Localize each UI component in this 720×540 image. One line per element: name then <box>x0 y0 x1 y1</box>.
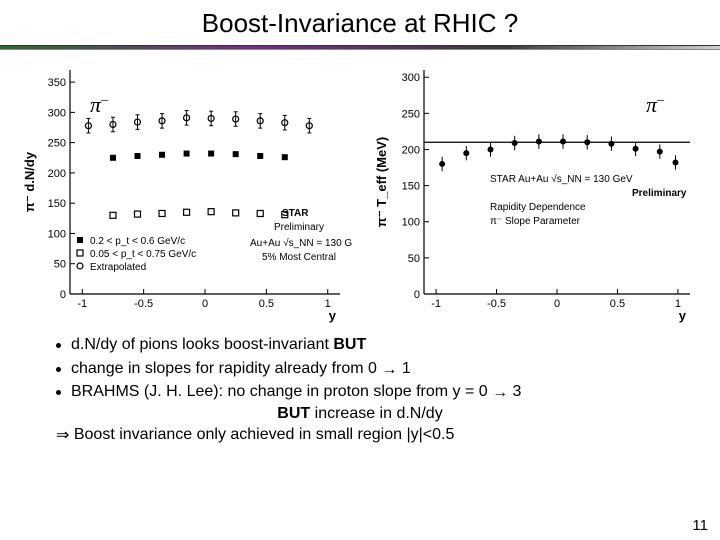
svg-text:200: 200 <box>48 168 66 180</box>
bullet-1b: BUT <box>333 336 366 353</box>
svg-text:200: 200 <box>402 144 420 156</box>
pi-sup: – <box>101 93 108 108</box>
bullet-3a: BRAHMS (J. H. Lee): no change in proton … <box>71 383 492 400</box>
svg-text:Extrapolated: Extrapolated <box>90 262 146 273</box>
center-rest: increase in d.N/dy <box>310 405 443 422</box>
svg-text:-0.5: -0.5 <box>487 298 506 310</box>
bullet-3: BRAHMS (J. H. Lee): no change in proton … <box>56 381 692 403</box>
arrow-icon: → <box>381 359 397 381</box>
center-line: BUT increase in d.N/dy <box>0 405 720 423</box>
svg-text:300: 300 <box>48 107 66 119</box>
svg-text:-0.5: -0.5 <box>134 298 153 310</box>
svg-text:150: 150 <box>48 198 66 210</box>
svg-text:0: 0 <box>554 298 560 310</box>
left-chart-svg: -1-0.500.51050100150200250300350π⁻ d.N/d… <box>20 56 352 326</box>
bullet-3b: 3 <box>508 383 521 400</box>
svg-text:Preliminary: Preliminary <box>632 188 687 199</box>
svg-text:5% Most Central: 5% Most Central <box>262 252 336 263</box>
svg-text:50: 50 <box>54 259 66 271</box>
svg-text:0.05 < p_t < 0.75 GeV/c: 0.05 < p_t < 0.75 GeV/c <box>90 249 196 260</box>
implies-icon: ⇒ <box>56 425 69 445</box>
pi-label-left: π– <box>90 92 108 118</box>
bullet-3-text: BRAHMS (J. H. Lee): no change in proton … <box>71 381 521 403</box>
arrow-icon: → <box>492 382 508 404</box>
svg-text:350: 350 <box>48 77 66 89</box>
bullet-1: d.N/dy of pions looks boost-invariant BU… <box>56 334 692 356</box>
bullet-1a: d.N/dy of pions looks boost-invariant <box>71 336 333 353</box>
pi-glyph: π <box>646 92 657 117</box>
svg-text:Au+Au √s_NN = 130 GeV: Au+Au √s_NN = 130 GeV <box>250 237 352 249</box>
bullet-2-text: change in slopes for rapidity already fr… <box>71 358 411 380</box>
svg-text:-1: -1 <box>77 298 87 310</box>
svg-text:π⁻ T_eff (MeV): π⁻ T_eff (MeV) <box>374 137 389 228</box>
center-bold: BUT <box>277 405 310 422</box>
svg-text:250: 250 <box>48 138 66 150</box>
left-chart: π– -1-0.500.51050100150200250300350π⁻ d.… <box>20 56 352 326</box>
bullet-dot <box>56 343 61 348</box>
bullet-list: d.N/dy of pions looks boost-invariant BU… <box>0 326 720 403</box>
svg-text:0.2 < p_t < 0.6 GeV/c: 0.2 < p_t < 0.6 GeV/c <box>90 236 185 247</box>
page-number: 11 <box>692 517 708 534</box>
svg-text:Preliminary: Preliminary <box>274 222 324 233</box>
svg-text:y: y <box>679 308 687 323</box>
svg-text:-1: -1 <box>431 298 441 310</box>
svg-text:STAR: STAR <box>282 208 309 219</box>
svg-text:100: 100 <box>48 228 66 240</box>
conclusion: ⇒ Boost invariance only achieved in smal… <box>0 424 720 444</box>
bullet-1-text: d.N/dy of pions looks boost-invariant BU… <box>71 334 366 356</box>
svg-text:100: 100 <box>402 217 420 229</box>
bullet-2b: 1 <box>397 360 410 377</box>
page-title: Boost-Invariance at RHIC ? <box>0 0 720 45</box>
svg-text:π⁻ d.N/dy: π⁻ d.N/dy <box>22 151 37 212</box>
bullet-dot <box>56 367 61 372</box>
svg-text:50: 50 <box>408 253 420 265</box>
conclusion-text: Boost invariance only achieved in small … <box>69 426 454 443</box>
bullet-2: change in slopes for rapidity already fr… <box>56 358 692 380</box>
charts-row: π– -1-0.500.51050100150200250300350π⁻ d.… <box>0 50 720 326</box>
svg-text:0.5: 0.5 <box>259 298 274 310</box>
svg-text:Rapidity Dependence: Rapidity Dependence <box>490 202 586 213</box>
pi-label-right: π– <box>646 92 664 118</box>
svg-text:0: 0 <box>202 298 208 310</box>
svg-text:250: 250 <box>402 108 420 120</box>
svg-text:STAR Au+Au √s_NN = 130 GeV: STAR Au+Au √s_NN = 130 GeV <box>490 173 633 185</box>
svg-text:y: y <box>329 308 337 323</box>
svg-text:0.5: 0.5 <box>610 298 625 310</box>
svg-text:150: 150 <box>402 181 420 193</box>
pi-glyph: π <box>90 92 101 117</box>
svg-text:0: 0 <box>60 289 66 301</box>
right-chart: π– -1-0.500.51050100150200250300π⁻ T_eff… <box>370 56 702 326</box>
pi-sup: – <box>657 93 664 108</box>
svg-text:0: 0 <box>414 289 420 301</box>
bullet-2a: change in slopes for rapidity already fr… <box>71 360 381 377</box>
svg-text:π⁻ Slope Parameter: π⁻ Slope Parameter <box>490 216 581 227</box>
svg-text:300: 300 <box>402 72 420 84</box>
bullet-dot <box>56 390 61 395</box>
